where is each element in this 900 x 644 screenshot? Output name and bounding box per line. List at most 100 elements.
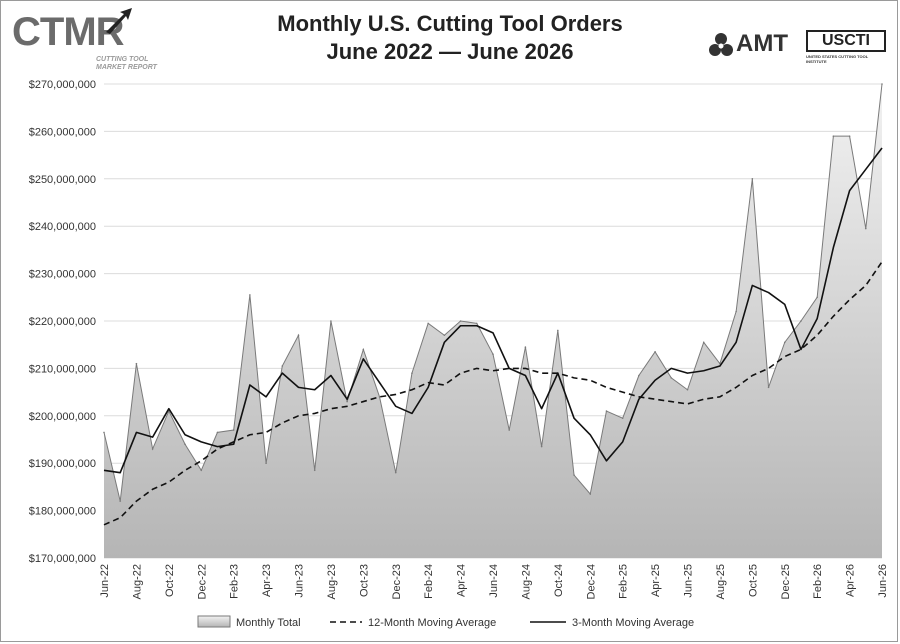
x-tick-label: Jun-24	[488, 564, 500, 598]
chart-title: Monthly U.S. Cutting Tool Orders	[277, 11, 623, 36]
arrow-up-icon	[106, 8, 132, 34]
y-tick-label: $240,000,000	[29, 221, 96, 233]
x-tick-label: Jun-25	[683, 564, 695, 598]
y-tick-label: $210,000,000	[29, 363, 96, 375]
monthly-total-point	[621, 417, 624, 419]
x-tick-label: Dec-22	[196, 564, 208, 599]
x-tick-label: Aug-25	[715, 564, 727, 599]
monthly-total-point	[816, 296, 818, 299]
legend-swatch-monthly-total	[197, 615, 231, 628]
y-tick-label: $220,000,000	[29, 316, 96, 328]
x-tick-label: Jun-22	[99, 564, 111, 598]
monthly-total-point	[751, 178, 754, 180]
monthly-total-point	[848, 135, 851, 137]
monthly-total-point	[216, 431, 219, 434]
x-tick-label: Oct-23	[358, 564, 370, 597]
x-tick-label: Dec-23	[391, 564, 403, 599]
x-tick-label: Dec-24	[585, 564, 597, 599]
y-tick-label: $230,000,000	[29, 269, 96, 281]
legend-label-ma12: 12-Month Moving Average	[368, 617, 496, 629]
monthly-total-point	[524, 346, 527, 348]
x-tick-label: Apr-23	[261, 564, 273, 597]
monthly-total-point	[654, 351, 656, 353]
y-tick-label: $190,000,000	[29, 458, 96, 470]
monthly-total-point	[346, 400, 348, 403]
monthly-total-point	[540, 445, 543, 448]
monthly-total-point	[686, 388, 689, 391]
monthly-total-point	[103, 431, 105, 434]
ctmr-logo-subtitle: CUTTING TOOL MARKET REPORT	[96, 56, 157, 71]
x-tick-label: Feb-23	[229, 564, 241, 599]
x-tick-label: Oct-25	[747, 564, 759, 597]
y-tick-label: $260,000,000	[29, 126, 96, 138]
monthly-total-point	[427, 322, 429, 325]
monthly-total-point	[249, 294, 251, 296]
monthly-total-point	[135, 362, 138, 365]
monthly-total-point	[330, 320, 332, 322]
monthly-total-point	[459, 320, 462, 322]
monthly-total-point	[557, 329, 559, 332]
monthly-total-point	[313, 469, 316, 472]
monthly-total-point	[735, 310, 737, 313]
y-tick-label: $170,000,000	[29, 553, 96, 565]
legend-label-monthly-total: Monthly Total	[236, 617, 301, 629]
monthly-total-point	[864, 227, 867, 230]
monthly-total-point	[232, 429, 235, 431]
monthly-total-point	[362, 348, 365, 351]
amt-trefoil-icon	[709, 33, 733, 56]
x-tick-label: Apr-25	[650, 564, 662, 597]
x-tick-label: Jun-23	[294, 564, 306, 598]
y-tick-label: $270,000,000	[29, 79, 96, 91]
chart-subtitle: June 2022 — June 2026	[326, 39, 574, 64]
monthly-total-point	[492, 353, 494, 355]
monthly-total-point	[475, 322, 478, 325]
monthly-total-point	[783, 341, 786, 344]
monthly-total-point	[800, 320, 802, 322]
x-tick-label: Aug-23	[326, 564, 338, 599]
monthly-total-area	[104, 84, 882, 558]
monthly-total-point	[200, 469, 203, 472]
monthly-total-point	[702, 341, 705, 344]
monthly-total-point	[281, 365, 284, 367]
monthly-total-point	[184, 443, 186, 446]
x-tick-label: Apr-24	[456, 564, 468, 597]
y-tick-label: $200,000,000	[29, 411, 96, 423]
uscti-logo-text: USCTI	[806, 30, 886, 52]
ctmr-logo-mark: CTMR	[12, 10, 125, 54]
x-tick-label: Jun-26	[877, 564, 889, 598]
monthly-total-point	[508, 429, 511, 431]
amt-uscti-logo: AMT USCTI UNITED STATES CUTTING TOOL INS…	[708, 28, 890, 68]
monthly-total-point	[119, 500, 122, 502]
x-tick-label: Feb-26	[812, 564, 824, 599]
x-tick-label: Oct-24	[553, 564, 565, 597]
monthly-total-point	[767, 386, 770, 389]
monthly-total-point	[638, 374, 640, 377]
monthly-total-point	[832, 135, 835, 137]
y-tick-label: $250,000,000	[29, 174, 96, 186]
moving-average-lines	[103, 147, 883, 526]
monthly-total-point	[573, 474, 575, 476]
x-axis-labels: Jun-22 Aug-22 Oct-22 Dec-22 Feb-23 Apr-23 Jun-…	[99, 564, 889, 599]
monthly-total-point	[443, 334, 446, 337]
monthly-total-point	[378, 396, 381, 398]
monthly-total-point	[151, 448, 154, 450]
legend: Monthly Total 12-Month Moving Average 3-Mo…	[197, 615, 694, 629]
x-tick-label: Feb-24	[423, 564, 435, 599]
monthly-total-point	[670, 377, 673, 379]
monthly-total-point	[394, 471, 397, 474]
monthly-total-point	[411, 372, 413, 374]
x-tick-label: Aug-22	[131, 564, 143, 599]
ma3-line	[103, 147, 883, 474]
ctmr-logo: CTMR CUTTING TOOL MARKET REPORT	[12, 8, 172, 76]
x-tick-label: Oct-22	[164, 564, 176, 597]
monthly-total-point	[589, 493, 592, 495]
y-tick-label: $180,000,000	[29, 506, 96, 518]
monthly-total-point	[881, 83, 883, 85]
monthly-total-area-group	[103, 83, 883, 558]
x-tick-label: Feb-25	[618, 564, 630, 599]
monthly-total-point	[297, 334, 300, 337]
amt-logo-text: AMT	[736, 30, 788, 57]
legend-label-ma3: 3-Month Moving Average	[572, 617, 694, 629]
